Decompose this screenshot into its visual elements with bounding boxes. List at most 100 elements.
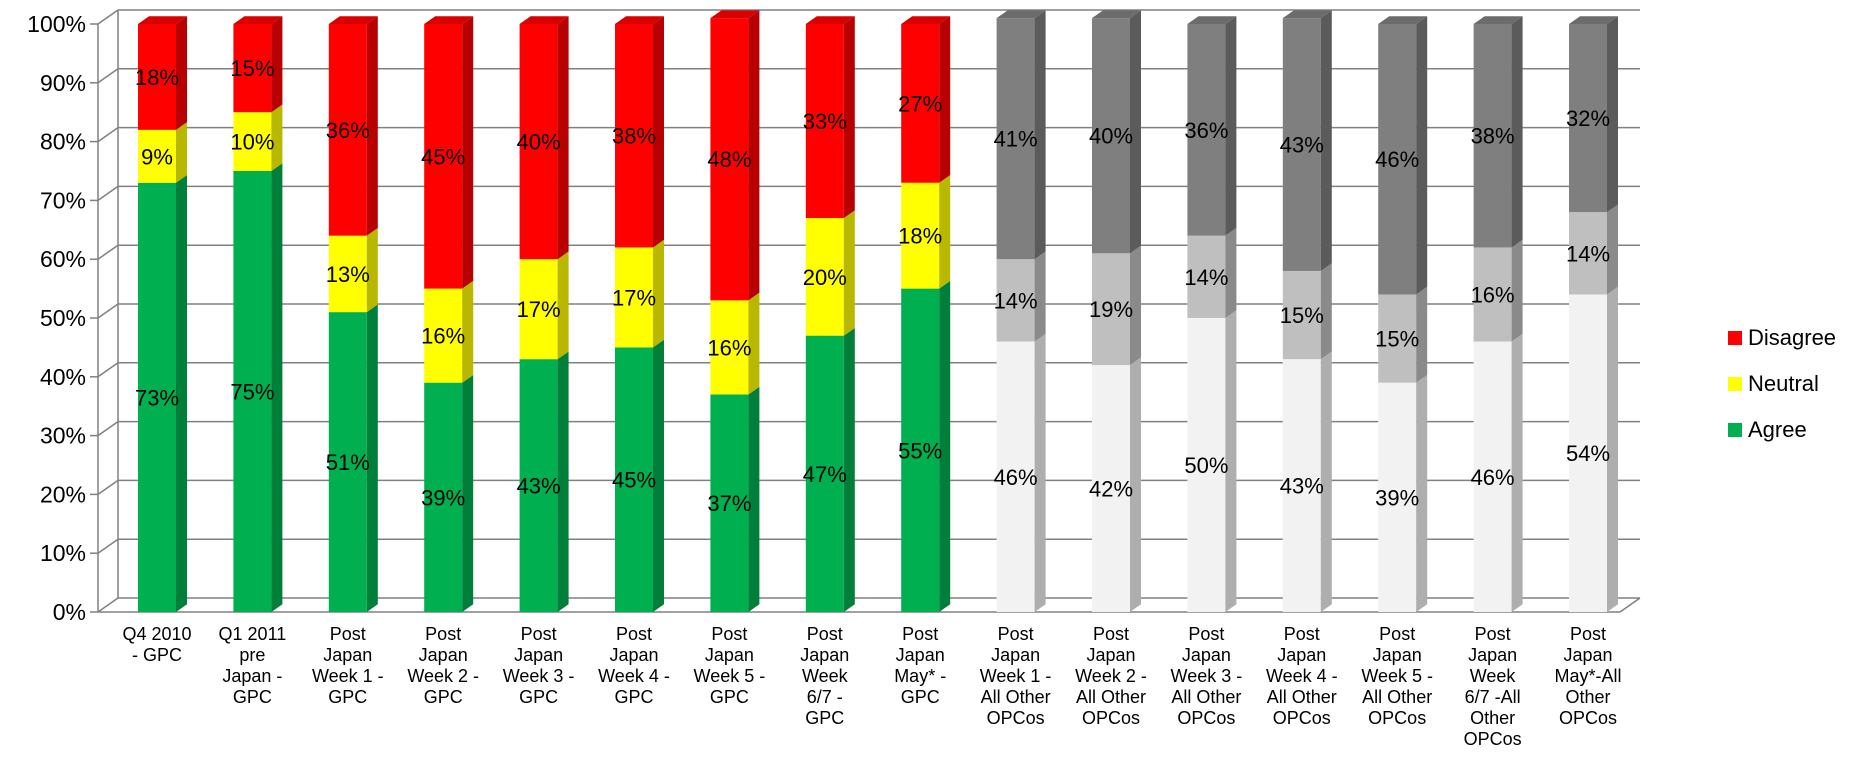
bar-segment-disagree — [1282, 18, 1321, 271]
data-label-disagree: 41% — [994, 127, 1038, 152]
bar-top — [328, 16, 378, 24]
data-label-neutral: 14% — [1184, 265, 1228, 290]
bar-segment-agree — [1282, 359, 1321, 612]
bar-side-neutral — [1511, 239, 1523, 342]
bar-segment-disagree — [710, 18, 749, 301]
bar-side-disagree — [1130, 10, 1141, 254]
y-tick-label: 100% — [27, 11, 86, 37]
bar-segment-neutral — [424, 288, 463, 383]
bar-segment-agree — [1092, 365, 1130, 612]
bar-side-agree — [1416, 374, 1428, 612]
y-tick-label: 10% — [40, 540, 86, 566]
category-label: Post Japan Week 3 -GPC — [503, 624, 575, 707]
bar-segment-agree — [328, 312, 367, 612]
bar-side-agree — [843, 327, 855, 612]
category-label: Post Japan Week 1 -All Other OPCos — [980, 624, 1052, 728]
data-label-agree: 43% — [1280, 474, 1324, 499]
bars: 73% 9% 18% 75% 10% 15% 51% 13% 36% 39% 16% 45% 43% 17… — [135, 10, 1618, 613]
legend-item-disagree: Disagree — [1728, 325, 1836, 350]
bar-segment-disagree — [138, 24, 176, 130]
data-label-agree: 37% — [707, 491, 751, 516]
data-label-agree: 43% — [517, 474, 561, 499]
bar-top — [233, 16, 283, 24]
bar-segment-agree — [805, 335, 844, 612]
bar-side-agree — [366, 304, 378, 612]
data-label-disagree: 38% — [1471, 124, 1515, 149]
bar-stack: 46% 16% 38% — [1471, 16, 1523, 612]
bar-segment-agree — [710, 394, 749, 612]
gridline-diag — [97, 9, 119, 25]
data-label-agree: 55% — [898, 438, 942, 463]
bar-top — [1378, 16, 1428, 24]
y-tick-label: 60% — [40, 246, 86, 272]
bar-stack: 39% 15% 46% — [1375, 16, 1428, 612]
bar-segment-agree — [1378, 382, 1417, 612]
bar-side-agree — [1130, 357, 1141, 612]
data-label-neutral: 13% — [326, 262, 370, 287]
bar-side-neutral — [462, 280, 474, 383]
bar-segment-neutral — [233, 112, 272, 171]
data-label-disagree: 36% — [326, 118, 370, 143]
bar-segment-agree — [615, 347, 653, 612]
bar-side-disagree — [1034, 10, 1046, 260]
x-axis-category-labels: Q4 2010- GPC Q1 2011 pre Japan -GPC Post Japa… — [122, 624, 1621, 749]
bar-side-neutral — [1130, 245, 1141, 366]
bar-top — [1569, 16, 1618, 24]
bar-segment-disagree — [328, 24, 367, 236]
y-tick-label: 30% — [40, 423, 86, 449]
data-label-neutral: 20% — [803, 265, 847, 290]
bar-stack: 39% 16% 45% — [421, 16, 474, 612]
data-label-agree: 39% — [1375, 485, 1419, 510]
bar-top — [710, 10, 760, 19]
data-label-agree: 51% — [326, 450, 370, 475]
y-tick-label: 0% — [53, 599, 86, 625]
bar-side-disagree — [557, 16, 569, 260]
y-tick-label: 50% — [40, 305, 86, 331]
legend-item-agree: Agree — [1728, 417, 1807, 442]
bar-side-agree — [462, 374, 474, 612]
gridline-diag — [97, 420, 119, 437]
data-label-agree: 54% — [1566, 441, 1610, 466]
bar-segment-agree — [1569, 294, 1607, 612]
bar-stack: 37% 16% 48% — [707, 10, 760, 612]
data-label-neutral: 14% — [994, 288, 1038, 313]
bar-top — [1092, 10, 1141, 19]
bar-stack: 43% 17% 40% — [517, 16, 569, 612]
bar-stack: 73% 9% 18% — [135, 16, 187, 612]
gridline-diag — [97, 538, 119, 554]
bar-side-agree — [271, 163, 283, 613]
bar-stack: 54% 14% 32% — [1566, 16, 1618, 612]
category-label: Post Japan Week 6/7 -GPC — [800, 624, 849, 728]
data-label-agree: 50% — [1184, 453, 1228, 478]
bar-side-agree — [1225, 310, 1237, 612]
bar-side-neutral — [1320, 263, 1332, 360]
bar-side-disagree — [462, 16, 474, 289]
data-label-disagree: 38% — [612, 124, 656, 149]
bar-top — [138, 16, 187, 24]
data-label-disagree: 40% — [517, 130, 561, 155]
bar-segment-agree — [1187, 318, 1226, 612]
y-tick-label: 40% — [40, 364, 86, 390]
category-label: Post Japan Week 4 -GPC — [598, 624, 670, 707]
bar-side-disagree — [1225, 16, 1237, 236]
bar-segment-neutral — [1282, 270, 1321, 360]
data-label-neutral: 18% — [898, 224, 942, 249]
bar-top — [1187, 16, 1237, 24]
bar-side-agree — [1320, 351, 1332, 612]
data-label-agree: 46% — [1471, 465, 1515, 490]
bar-top — [901, 16, 951, 24]
bar-segment-disagree — [1378, 24, 1417, 295]
bar-top — [424, 16, 474, 24]
data-label-neutral: 17% — [517, 297, 561, 322]
data-label-neutral: 19% — [1089, 297, 1133, 322]
category-label: Post Japan Week 2 -All Other OPCos — [1075, 624, 1147, 728]
bar-stack: 55% 18% 27% — [898, 16, 951, 612]
gridline-diag — [97, 68, 119, 84]
bar-segment-agree — [233, 171, 272, 612]
data-label-neutral: 15% — [1280, 303, 1324, 328]
bar-segment-disagree — [424, 24, 463, 289]
data-label-disagree: 46% — [1375, 147, 1419, 172]
bar-side-neutral — [653, 239, 664, 348]
bar-side-disagree — [1607, 16, 1618, 213]
